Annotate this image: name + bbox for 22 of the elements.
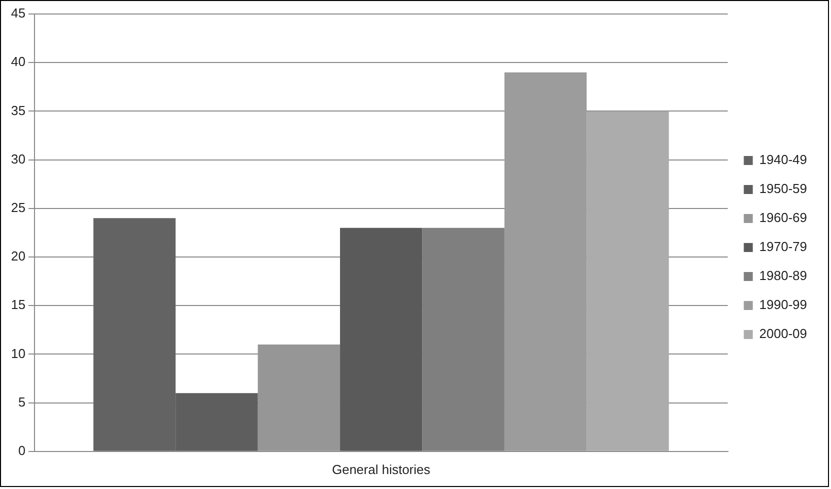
y-tick-label: 5 [18, 394, 26, 410]
legend-label: 1960-69 [759, 210, 808, 226]
y-tick-label: 0 [18, 442, 26, 458]
y-tick-label: 30 [10, 151, 26, 166]
bar [258, 344, 340, 451]
legend-label: 1980-89 [759, 268, 808, 284]
y-tick-label: 10 [10, 346, 26, 361]
bar [340, 228, 422, 451]
y-tick-label: 20 [10, 248, 26, 264]
legend-label: 1940-49 [759, 152, 808, 168]
legend-label: 1970-79 [759, 239, 808, 254]
legend-label: 2000-09 [759, 326, 808, 342]
bar [586, 111, 669, 451]
y-tick-label: 25 [10, 200, 26, 215]
legend-label: 1950-59 [759, 181, 808, 196]
y-tick-label: 35 [10, 102, 26, 118]
x-tick-label: General histories [332, 462, 431, 477]
legend-label: 1990-99 [759, 297, 808, 312]
y-tick-label: 40 [10, 54, 26, 70]
y-tick-label: 15 [10, 297, 26, 312]
y-tick-label: 45 [10, 6, 26, 21]
bar [504, 72, 587, 451]
